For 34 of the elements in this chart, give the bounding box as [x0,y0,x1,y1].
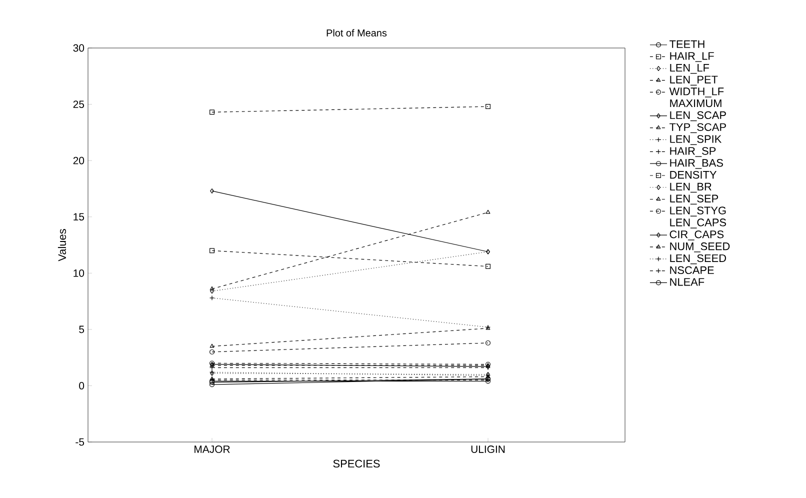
legend-label: NUM_SEED [670,242,730,252]
y-tick-label: 30 [73,44,84,52]
y-axis-title: Values [58,229,66,262]
legend-label: TYP_SCAP [670,123,726,134]
legend-label: HAIR_LF [670,52,714,62]
legend-label: HAIR_SP [670,147,716,157]
y-tick-label: 5 [79,326,84,334]
chart-title: Plot of Means [326,29,387,36]
x-tick-label: MAJOR [194,446,230,453]
legend-label: LEN_SEED [670,254,726,264]
legend-label: LEN_STYG [670,206,726,216]
legend-label: NSCAPE [670,266,714,274]
legend-label: LEN_LF [670,64,710,74]
legend-label: DENSITY [670,170,717,179]
x-axis-title: SPECIES [333,460,380,468]
y-tick-label: 0 [79,382,84,390]
y-tick-label: 10 [74,269,84,277]
legend-label: LEN_CAPS [670,218,726,228]
legend-label: LEN_SEP [670,194,718,205]
legend-label: LEN_BR [670,182,712,193]
legend-label: LEN_SPIK [670,135,722,145]
legend-label: CIR_CAPS [670,230,724,240]
y-tick-label: 15 [74,213,84,221]
legend-label: NLEAF [670,278,704,286]
y-tick-label: 20 [73,156,84,164]
y-tick-label: 25 [73,100,84,108]
legend-label: WIDTH_LF [669,88,724,98]
x-tick-label: ULIGIN [471,446,505,453]
legend-label: HAIR_BAS [670,159,723,169]
y-tick-label: -5 [76,438,84,446]
legend-label: MAXIMUM [670,99,722,108]
legend-label: TEETH [670,40,704,48]
legend-label: LEN_SCAP [670,111,726,122]
legend-label: LEN_PET [670,76,718,86]
